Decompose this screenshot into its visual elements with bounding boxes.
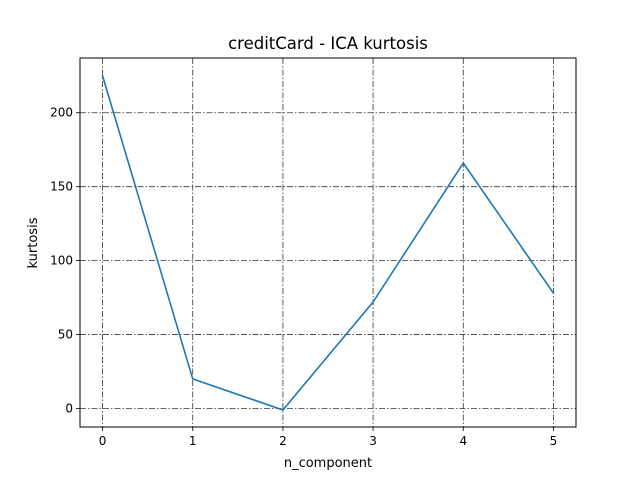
x-tick-label-4: 4 bbox=[459, 434, 467, 448]
x-tick-label-3: 3 bbox=[369, 434, 377, 448]
y-tick-label-100: 100 bbox=[50, 254, 73, 268]
x-tick-label-1: 1 bbox=[189, 434, 197, 448]
plot-frame bbox=[79, 57, 577, 428]
y-tick-label-150: 150 bbox=[50, 180, 73, 194]
y-tick-label-200: 200 bbox=[50, 106, 73, 120]
y-tick-label-0: 0 bbox=[65, 402, 73, 416]
x-tick-label-5: 5 bbox=[550, 434, 558, 448]
chart-title: creditCard - ICA kurtosis bbox=[228, 34, 428, 53]
series-layer bbox=[101, 74, 555, 411]
series-line-0 bbox=[101, 74, 555, 411]
y-tick-label-50: 50 bbox=[58, 328, 73, 342]
x-axis-label: n_component bbox=[284, 456, 372, 471]
grid bbox=[80, 58, 576, 427]
y-axis-label: kurtosis bbox=[26, 217, 41, 268]
x-tick-label-2: 2 bbox=[279, 434, 287, 448]
x-tick-label-0: 0 bbox=[99, 434, 107, 448]
